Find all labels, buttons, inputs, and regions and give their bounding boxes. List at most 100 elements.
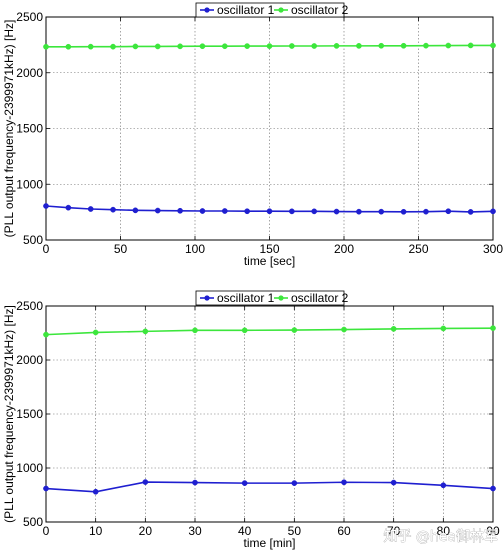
data-point-series-1 (154, 207, 161, 214)
data-point-series-2 (390, 326, 397, 332)
x-tick-label: 250 (408, 242, 428, 256)
data-point-series-2 (65, 43, 72, 50)
data-point-series-2 (440, 325, 447, 332)
y-tick-label: 500 (23, 515, 43, 529)
data-point-series-1 (289, 208, 295, 215)
y-tick-label: 1000 (16, 177, 43, 191)
legend-box (195, 290, 345, 306)
x-tick-label: 0 (43, 242, 50, 256)
data-point-series-1 (291, 480, 298, 486)
legend-swatch-marker (278, 7, 284, 13)
data-point-series-1 (65, 204, 72, 211)
data-point-series-2 (92, 329, 99, 336)
data-point-series-1 (311, 208, 318, 215)
legend-label: oscillator 1 (217, 291, 275, 305)
data-point-series-2 (445, 42, 452, 49)
data-point-series-2 (87, 43, 94, 50)
x-tick-label: 150 (259, 242, 279, 256)
data-point-series-2 (490, 42, 496, 49)
data-point-series-2 (241, 327, 248, 334)
y-axis-label: (PLL output frequency-2399971kHz) [Hz] (2, 305, 16, 523)
y-tick-label: 2000 (16, 66, 43, 80)
data-point-series-2 (132, 43, 139, 50)
data-point-series-2 (177, 43, 183, 50)
y-axis-label: (PLL output frequency-2399971kHz) [Hz] (2, 20, 16, 238)
legend-label: oscillator 2 (291, 291, 349, 305)
data-point-series-2 (341, 326, 347, 333)
data-point-series-1 (43, 203, 49, 209)
y-tick-label: 1500 (16, 407, 43, 421)
data-point-series-2 (400, 42, 407, 49)
x-tick-label: 300 (483, 242, 503, 256)
x-tick-label: 20 (139, 524, 153, 538)
data-point-series-2 (490, 325, 496, 331)
legend-box (195, 2, 345, 18)
x-tick-label: 10 (89, 524, 103, 538)
data-point-series-2 (378, 42, 385, 49)
x-tick-label: 40 (238, 524, 252, 538)
data-point-series-1 (440, 482, 447, 489)
chart-seconds: 0 50 100 150 200 250 300 500 1000 1500 2000 2500 tim… (2, 2, 503, 268)
data-point-series-2 (43, 43, 49, 50)
x-axis-label: time [sec] (244, 254, 295, 268)
series-line-2 (45, 327, 494, 336)
data-point-series-2 (266, 43, 273, 49)
x-tick-label: 60 (337, 524, 351, 538)
data-point-series-1 (467, 209, 474, 215)
legend-label: oscillator 1 (217, 3, 275, 17)
data-point-series-1 (445, 208, 452, 215)
legend-swatch-marker (278, 295, 284, 301)
x-tick-label: 90 (486, 524, 500, 538)
data-point-series-1 (423, 208, 429, 215)
y-tick-label: 1500 (16, 122, 43, 136)
data-point-series-1 (132, 207, 139, 214)
x-tick-label: 50 (114, 242, 128, 256)
data-point-series-2 (423, 42, 429, 49)
legend-swatch-marker (204, 7, 210, 13)
x-tick-label: 200 (334, 242, 354, 256)
data-point-series-1 (43, 485, 49, 492)
data-point-series-2 (221, 43, 228, 50)
data-point-series-2 (356, 43, 362, 49)
y-tick-label: 1000 (16, 461, 43, 475)
y-tick-label: 2500 (16, 299, 43, 313)
data-point-series-1 (341, 479, 347, 486)
data-point-series-1 (490, 485, 496, 492)
data-point-series-2 (333, 43, 340, 49)
x-tick-label: 50 (288, 524, 302, 538)
y-tick-label: 500 (23, 233, 43, 247)
data-point-series-2 (291, 327, 298, 333)
data-point-series-1 (400, 208, 407, 215)
x-axis-label: time [min] (243, 536, 295, 550)
data-point-series-2 (110, 43, 116, 50)
data-point-series-1 (87, 206, 94, 212)
data-point-series-1 (244, 208, 250, 215)
data-point-series-1 (221, 208, 228, 214)
data-point-series-1 (199, 208, 206, 214)
legend-label: oscillator 2 (291, 3, 349, 17)
data-point-series-2 (192, 327, 198, 334)
data-point-series-2 (311, 43, 318, 49)
data-point-series-1 (142, 479, 149, 485)
data-point-series-1 (390, 479, 397, 486)
x-tick-label: 100 (185, 242, 205, 256)
y-tick-label: 2500 (16, 10, 43, 24)
x-tick-label: 70 (387, 524, 401, 538)
data-point-series-1 (266, 208, 273, 215)
data-point-series-1 (92, 488, 99, 495)
y-tick-label: 2000 (16, 353, 43, 367)
legend-swatch-marker (204, 295, 210, 301)
data-point-series-2 (289, 43, 295, 49)
data-point-series-1 (192, 479, 198, 486)
data-point-series-1 (490, 208, 496, 215)
data-point-series-2 (244, 43, 250, 49)
data-point-series-2 (142, 328, 149, 335)
x-tick-label: 0 (43, 524, 50, 538)
data-point-series-1 (177, 207, 183, 214)
x-tick-label: 80 (437, 524, 451, 538)
data-point-series-1 (378, 208, 385, 215)
data-point-series-2 (43, 331, 49, 338)
x-tick-label: 30 (188, 524, 202, 538)
data-point-series-1 (356, 208, 362, 215)
